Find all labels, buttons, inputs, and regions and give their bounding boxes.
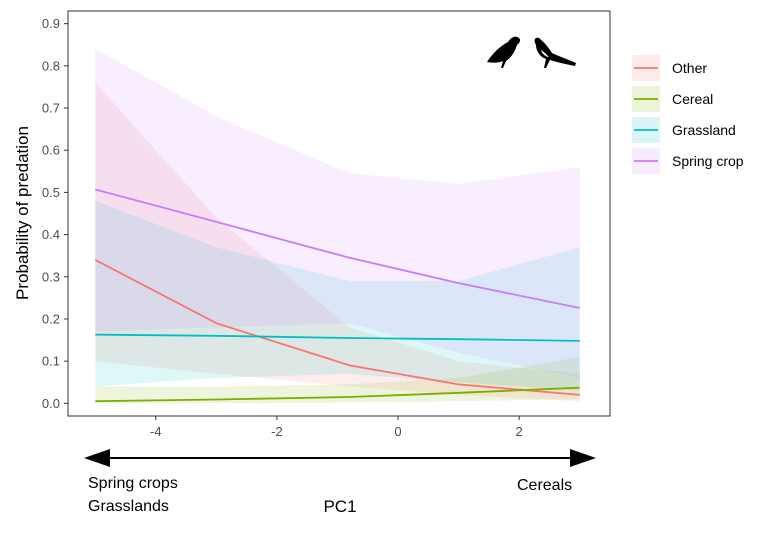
crow-icon [487,36,521,68]
x-tick-label: -4 [150,424,162,439]
annotation-cereals: Cereals [517,477,572,494]
y-tick-label: 0.6 [42,143,60,158]
y-tick-label: 0.8 [42,58,60,73]
x-tick-label: -2 [271,424,283,439]
y-tick-label: 0.1 [42,354,60,369]
pc1-double-arrow [84,449,596,467]
legend-label-spring-crop: Spring crop [672,153,744,169]
band-cereal [95,356,580,404]
y-tick-label: 0.9 [42,16,60,31]
legend: Other Cereal Grassland Spring crop [632,55,744,174]
x-tick-label: 2 [516,424,523,439]
y-tick-label: 0.2 [42,311,60,326]
line-grassland [95,333,580,342]
legend-label-cereal: Cereal [672,91,713,107]
band-grassland [95,200,580,391]
line-spring-crop [95,188,580,309]
line-cereal [95,386,580,403]
plot-panel-border [67,10,611,417]
y-tick-label: 0.5 [42,185,60,200]
y-tick-label: 0.0 [42,396,60,411]
x-tick-label: 0 [394,424,401,439]
legend-label-other: Other [672,60,707,76]
y-tick-label: 0.3 [42,269,60,284]
band-spring-crop [95,49,580,378]
band-other [95,82,580,402]
series-lines [94,188,580,403]
magpie-icon [534,37,576,68]
axis-ticks: 0.0 0.1 0.2 0.3 0.4 0.5 0.6 0.7 0.8 0.9 -4 -2 0 2 [42,16,523,439]
annotation-grasslands: Grasslands [88,498,169,515]
legend-label-grassland: Grassland [672,122,736,138]
y-tick-label: 0.7 [42,101,60,116]
y-tick-label: 0.4 [42,227,60,242]
line-other [94,259,580,396]
confidence-bands [95,49,580,404]
y-axis-title: Probability of predation [13,126,32,300]
x-axis-title: PC1 [323,497,356,516]
annotation-spring-crops: Spring crops [88,475,178,492]
